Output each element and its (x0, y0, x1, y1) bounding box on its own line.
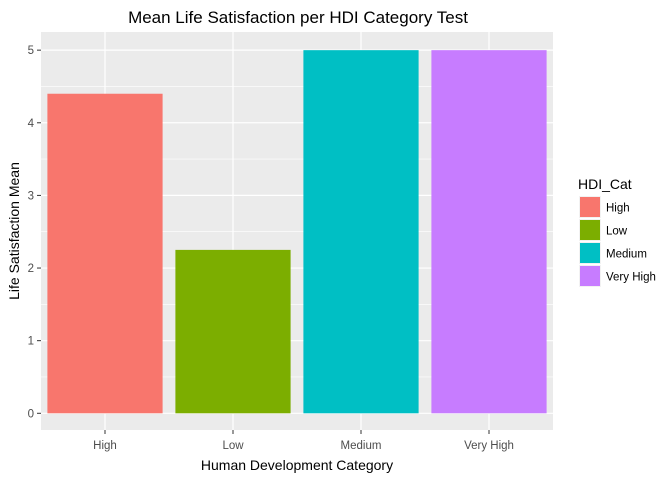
legend-swatch (580, 197, 600, 217)
x-axis-title: Human Development Category (201, 457, 393, 473)
y-tick-label: 5 (28, 45, 34, 57)
bar-medium (303, 50, 419, 414)
legend-title: HDI_Cat (578, 176, 632, 192)
y-tick-label: 3 (28, 190, 34, 202)
legend-items: High Low Medium Very High (579, 196, 656, 287)
y-axis-title: Life Satisfaction Mean (6, 162, 22, 300)
y-axis: 0 1 2 3 4 5 (28, 45, 41, 420)
bar-low (175, 249, 291, 414)
legend-swatch (580, 243, 600, 263)
legend-label: Very High (606, 272, 656, 284)
legend-swatch (580, 266, 600, 286)
x-tick-label: Very High (464, 440, 514, 452)
bars (47, 50, 547, 414)
y-tick-label: 2 (28, 263, 34, 275)
legend-swatch (580, 220, 600, 240)
x-tick-label: Medium (341, 440, 382, 452)
legend-label: Medium (606, 249, 647, 261)
y-tick-label: 1 (28, 336, 34, 348)
chart-title: Mean Life Satisfaction per HDI Category … (128, 8, 468, 27)
legend: HDI_Cat High Low Medium Very High (578, 176, 656, 287)
bar-high (47, 93, 163, 414)
bar-very-high (431, 50, 547, 414)
x-tick-label: High (93, 440, 117, 452)
y-tick-label: 0 (28, 408, 34, 420)
x-tick-label: Low (222, 440, 244, 452)
legend-label: Low (606, 226, 628, 238)
y-tick-label: 4 (28, 118, 35, 130)
x-axis: High Low Medium Very High (93, 430, 514, 452)
legend-label: High (606, 203, 630, 215)
